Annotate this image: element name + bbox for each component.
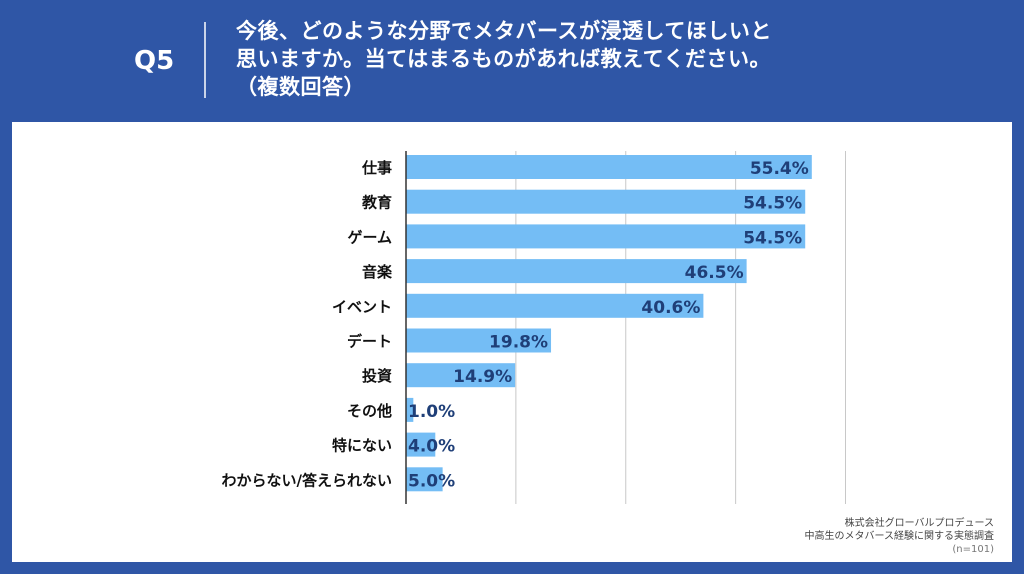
header-divider bbox=[204, 22, 206, 98]
bar-6 bbox=[406, 363, 516, 388]
bar-chart: 仕事 55.4% 教育 54.5% ゲーム 54.5% 音楽 46.5% イベント 40.6% デー… bbox=[222, 151, 846, 504]
value-label-2: 54.5% bbox=[743, 228, 802, 248]
bar-2 bbox=[406, 224, 806, 249]
value-label-9: 5.0% bbox=[408, 471, 455, 491]
question-number: Q5 bbox=[134, 46, 175, 76]
category-label-4: イベント bbox=[332, 298, 392, 316]
sample-size: (n=101) bbox=[952, 544, 994, 555]
source-note: 株式会社グローバルプロデュース 中高生のメタバース経験に関する実態調査 (n=1… bbox=[805, 517, 995, 556]
question-text: 今後、どのような分野でメタバースが浸透してほしいと 思いますか。当てはまるものが… bbox=[236, 17, 1006, 101]
bar-9 bbox=[406, 467, 443, 492]
value-label-5: 19.8% bbox=[489, 333, 548, 353]
bar-8 bbox=[406, 432, 436, 457]
source-survey: 中高生のメタバース経験に関する実態調査 bbox=[804, 531, 995, 542]
value-label-6: 14.9% bbox=[453, 367, 512, 387]
bar-3 bbox=[406, 259, 747, 284]
value-label-3: 46.5% bbox=[685, 263, 744, 283]
question-line-1: 今後、どのような分野でメタバースが浸透してほしいと bbox=[236, 19, 772, 43]
bar-0 bbox=[406, 155, 812, 179]
category-label-1: 教育 bbox=[361, 194, 392, 212]
category-label-0: 仕事 bbox=[361, 159, 392, 177]
chart-panel: 仕事 55.4% 教育 54.5% ゲーム 54.5% 音楽 46.5% イベント 40.6% デー… bbox=[12, 122, 1012, 562]
value-label-1: 54.5% bbox=[743, 194, 802, 214]
bar-4 bbox=[406, 293, 704, 318]
category-label-9: わからない/答えられない bbox=[222, 471, 392, 489]
bar-1 bbox=[406, 189, 806, 214]
value-label-7: 1.0% bbox=[408, 402, 455, 422]
question-header: Q5 今後、どのような分野でメタバースが浸透してほしいと 思いますか。当てはまる… bbox=[0, 0, 1024, 122]
category-label-3: 音楽 bbox=[362, 263, 393, 281]
value-label-8: 4.0% bbox=[408, 437, 455, 457]
category-label-8: 特にない bbox=[332, 437, 392, 455]
bar-7 bbox=[406, 397, 414, 422]
bar-5 bbox=[406, 328, 552, 353]
source-company: 株式会社グローバルプロデュース bbox=[844, 518, 994, 529]
value-label-4: 40.6% bbox=[641, 298, 700, 318]
question-line-3: （複数回答） bbox=[236, 75, 365, 99]
category-label-6: 投資 bbox=[362, 367, 392, 385]
category-label-5: デート bbox=[347, 333, 392, 351]
category-label-7: その他 bbox=[347, 402, 392, 420]
question-line-2: 思いますか。当てはまるものがあれば教えてください。 bbox=[236, 47, 771, 71]
category-label-2: ゲーム bbox=[347, 228, 392, 246]
value-label-0: 55.4% bbox=[750, 159, 809, 179]
